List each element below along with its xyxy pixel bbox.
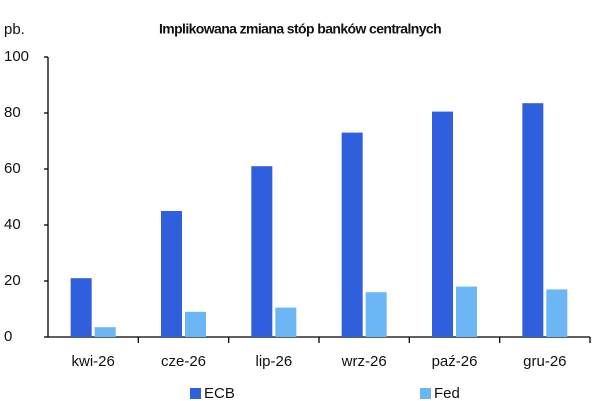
y-tick-label: 100 [4,48,29,65]
y-tick-label: 60 [4,160,21,177]
x-tick-label: kwi-26 [71,353,114,370]
bar [70,278,92,337]
bar [522,103,544,337]
bar [275,307,297,337]
bar [185,311,206,337]
chart-title: Implikowana zmiana stóp banków centralny… [159,21,441,37]
y-tick-label: 80 [4,104,21,121]
y-tick-label: 20 [4,272,21,289]
x-tick-label: lip-26 [255,353,292,370]
y-axis-label: pb. [4,21,25,38]
x-tick-label: gru-26 [523,353,566,370]
x-tick-label: cze-26 [161,353,206,370]
bar [161,211,182,337]
legend-label: Fed [434,385,460,401]
bar [251,166,273,337]
legend-swatch [420,388,431,399]
bar [546,289,568,337]
x-tick-label: paź-26 [432,353,478,370]
bar [341,132,363,337]
legend-swatch [190,388,201,399]
bar [94,327,116,337]
x-tick-label: wrz-26 [341,353,387,370]
bar [365,292,387,337]
bar [432,111,453,337]
bar [456,286,477,337]
y-tick-label: 0 [4,328,12,345]
legend-label: ECB [204,385,235,401]
y-tick-label: 40 [4,216,21,233]
